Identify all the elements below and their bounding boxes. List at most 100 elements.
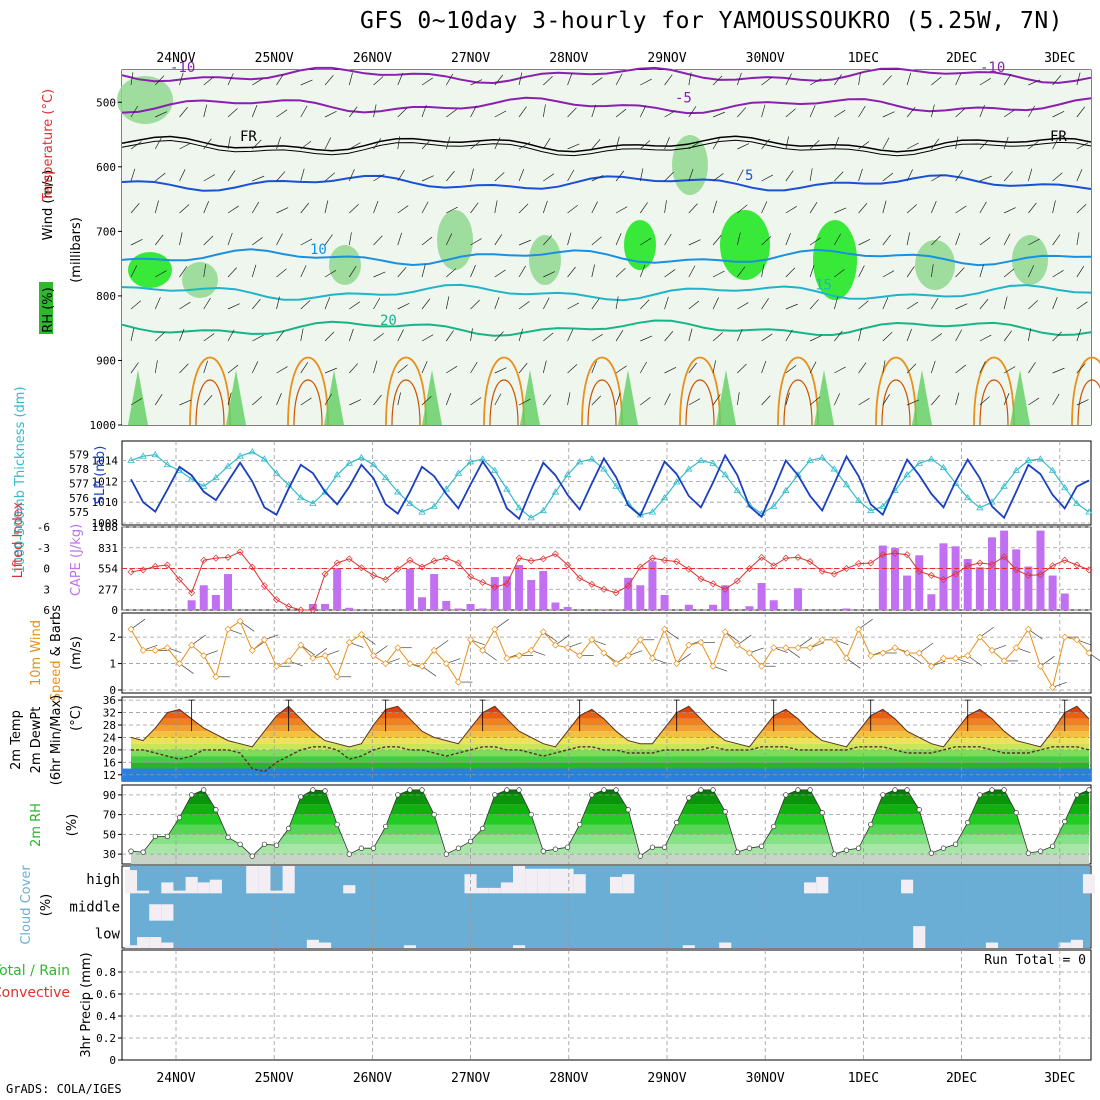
cape-bar	[878, 545, 887, 610]
wind-barb	[300, 105, 308, 118]
rh-point	[1086, 787, 1092, 793]
cape-bar	[1000, 530, 1009, 610]
rh-point	[722, 809, 728, 815]
date-label-bottom: 1DEC	[848, 1071, 879, 1086]
rh-point	[480, 825, 486, 832]
wind-barb	[518, 142, 531, 150]
wind-barb	[809, 139, 820, 150]
wind-barb	[1028, 397, 1040, 406]
wind-barb	[1028, 300, 1039, 310]
wind-barb	[252, 396, 263, 406]
wind-barb	[373, 271, 386, 278]
wind-speed-point	[576, 652, 584, 660]
wind-barb	[979, 298, 989, 310]
cape-bar	[636, 585, 645, 610]
wind-barb	[446, 365, 458, 374]
wind-barb	[348, 169, 355, 182]
rh-point	[395, 792, 401, 798]
lifted-index-point	[1000, 553, 1008, 561]
y-tick-label: 0.4	[96, 1010, 116, 1023]
cloud-clear-bar	[512, 866, 526, 894]
wind-barb	[312, 648, 328, 659]
cape-bar	[502, 576, 511, 610]
rh-point	[831, 851, 837, 857]
wind-barb	[373, 76, 384, 86]
cloud-clear-bar	[318, 942, 332, 948]
wind-barb	[858, 141, 870, 150]
ylabel-rh-units: (%)	[65, 814, 80, 837]
wind-speed-line	[130, 620, 1090, 689]
rh-point	[1049, 843, 1056, 849]
ylabel-part: SLP (mb)	[93, 446, 108, 505]
wind-speed-point	[1085, 649, 1093, 657]
wind-barb	[1028, 140, 1039, 150]
cape-bar	[915, 555, 924, 610]
cloud-clear-bar	[173, 890, 186, 894]
wind-barb	[664, 331, 674, 342]
wind-speed-point	[503, 654, 511, 662]
wind-barb	[882, 75, 892, 86]
ylabel-temp-units: (°C)	[69, 705, 84, 731]
cape-bar	[599, 609, 608, 610]
wind-barb	[1076, 363, 1086, 374]
wind-speed-point	[127, 625, 135, 633]
ylabel-part: Speed	[49, 660, 64, 701]
wind-barb	[203, 395, 213, 406]
y-tick-label: 1	[109, 658, 116, 671]
wind-barb	[785, 392, 790, 406]
wind-barb	[203, 264, 207, 278]
cloud-clear-bar	[573, 874, 586, 894]
lifted-index-point	[309, 606, 317, 614]
panel-frame-th	[121, 440, 1092, 526]
wind-barb	[1028, 628, 1043, 640]
lifted-index-point	[952, 570, 960, 578]
wind-barb	[919, 642, 934, 654]
wind-barb	[1076, 266, 1085, 278]
temperature-contour-warm	[973, 356, 1015, 426]
cloud-clear-bar	[622, 874, 635, 894]
ylabel-part: Lifted Index	[11, 501, 26, 578]
temp-color-band	[131, 725, 1089, 732]
contour-label: -5	[675, 91, 692, 107]
lifted-index-point	[794, 553, 802, 561]
lifted-index-point	[224, 553, 232, 561]
ylabel-precip: 3hr Precip (mm)	[79, 952, 94, 1057]
temp-color-band	[131, 743, 1089, 750]
thickness-point	[515, 504, 523, 511]
rh-cell	[624, 220, 656, 270]
wind-barb	[567, 72, 573, 86]
temp-color-band	[131, 737, 1089, 744]
wind-barb	[227, 267, 237, 278]
wind-barb	[179, 399, 192, 406]
wind-barb	[640, 78, 652, 86]
wind-barb	[809, 396, 821, 406]
ylabel-cape: CAPE (J/kg)	[69, 524, 84, 596]
cloud-clear-bar	[488, 887, 501, 894]
cape-bar	[1024, 566, 1033, 610]
wind-barb	[300, 140, 312, 150]
temperature-contour-warm	[581, 356, 623, 426]
rh-line	[130, 789, 1090, 857]
wind-barb	[446, 206, 458, 214]
contour-label: 5	[745, 168, 753, 184]
ylabel-slp: SLP (mb)	[93, 446, 108, 505]
wind-barb	[203, 235, 214, 246]
rh-legend-swatch	[39, 282, 53, 334]
wind-barb	[1052, 111, 1065, 118]
wind-barb	[421, 665, 437, 677]
lifted-index-point	[855, 560, 863, 568]
wind-barb	[591, 298, 600, 310]
ylabel-millibars: (millibars)	[69, 217, 84, 283]
wind-speed-point	[539, 628, 547, 636]
wind-barb	[373, 173, 385, 182]
date-label-top: 3DEC	[1044, 51, 1075, 66]
y-tick-label: 0.8	[96, 966, 116, 979]
wind-barb	[591, 360, 597, 374]
lifted-index-point	[382, 576, 390, 584]
cape-tick: 554	[98, 563, 118, 576]
wind-barb	[882, 137, 890, 150]
wind-barb	[931, 104, 935, 118]
wind-barb	[1052, 234, 1061, 246]
lifted-index-point	[151, 562, 159, 570]
cloud-clear-bar	[1082, 874, 1096, 894]
